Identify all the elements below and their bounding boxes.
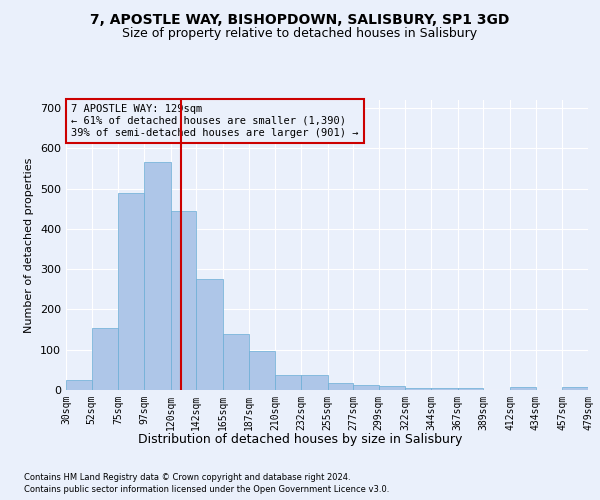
Bar [66,380,92,390]
Bar [510,387,536,390]
Bar [144,162,170,390]
Bar [248,351,275,390]
Bar [353,385,379,390]
Text: Contains public sector information licensed under the Open Government Licence v3: Contains public sector information licen… [24,485,389,494]
Bar [170,211,196,390]
Text: 7 APOSTLE WAY: 129sqm
← 61% of detached houses are smaller (1,390)
39% of semi-d: 7 APOSTLE WAY: 129sqm ← 61% of detached … [71,104,359,138]
Text: Contains HM Land Registry data © Crown copyright and database right 2024.: Contains HM Land Registry data © Crown c… [24,472,350,482]
Text: Distribution of detached houses by size in Salisbury: Distribution of detached houses by size … [138,432,462,446]
Y-axis label: Number of detached properties: Number of detached properties [25,158,34,332]
Text: 7, APOSTLE WAY, BISHOPDOWN, SALISBURY, SP1 3GD: 7, APOSTLE WAY, BISHOPDOWN, SALISBURY, S… [91,12,509,26]
Bar [275,374,301,390]
Bar [223,334,248,390]
Bar [562,387,588,390]
Bar [301,375,328,390]
Text: Size of property relative to detached houses in Salisbury: Size of property relative to detached ho… [122,28,478,40]
Bar [196,279,223,390]
Bar [458,388,484,390]
Bar [431,388,458,390]
Bar [118,192,144,390]
Bar [328,383,353,390]
Bar [92,328,118,390]
Bar [406,388,431,390]
Bar [379,386,406,390]
